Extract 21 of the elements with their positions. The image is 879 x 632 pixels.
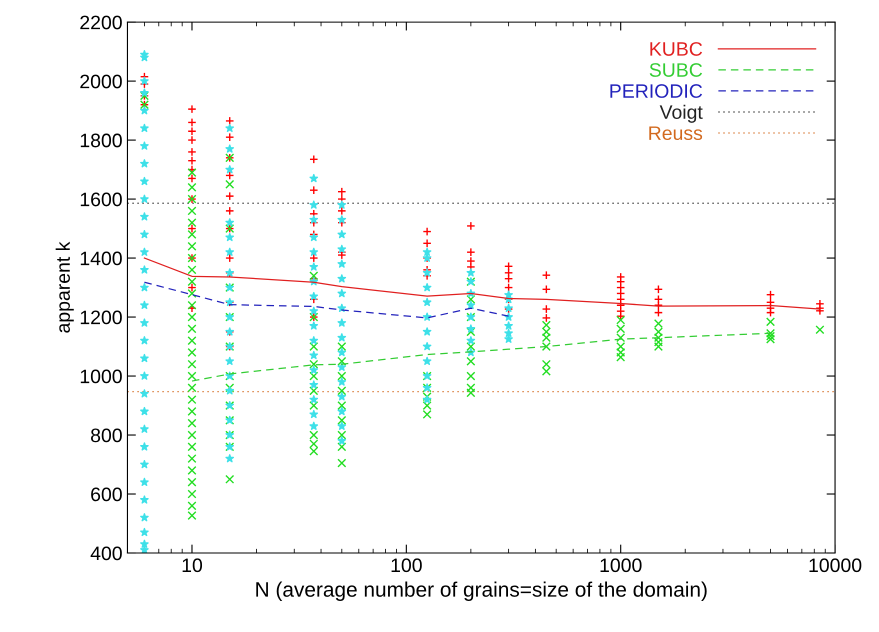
x-tick-label: 10000 bbox=[810, 558, 862, 572]
y-tick-label: 1800 bbox=[80, 134, 122, 148]
legend-label: PERIODIC bbox=[610, 84, 702, 98]
x-axis-title: N (average number of grains=size of the domain) bbox=[256, 582, 707, 601]
y-tick-label: 600 bbox=[91, 487, 122, 502]
y-tick-label: 2000 bbox=[80, 74, 122, 88]
y-tick-label: 800 bbox=[91, 428, 122, 442]
y-tick-label: 400 bbox=[90, 546, 122, 560]
y-tick-label: 1000 bbox=[80, 370, 122, 384]
legend-label: Reuss bbox=[649, 126, 702, 140]
legend-label: KUBC bbox=[650, 42, 702, 56]
y-tick-label: 1200 bbox=[80, 310, 122, 324]
y-tick-label: 2200 bbox=[80, 16, 122, 30]
legend-label: SUBC bbox=[650, 63, 702, 77]
y-axis-title: apparent k bbox=[56, 242, 74, 333]
y-tick-label: 1400 bbox=[80, 252, 122, 266]
x-tick-label: 10 bbox=[182, 558, 202, 572]
legend-label: Voigt bbox=[660, 104, 703, 123]
x-tick-label: 100 bbox=[392, 558, 422, 572]
y-tick-label: 1600 bbox=[80, 192, 122, 206]
x-tick-label: 1000 bbox=[600, 558, 642, 572]
